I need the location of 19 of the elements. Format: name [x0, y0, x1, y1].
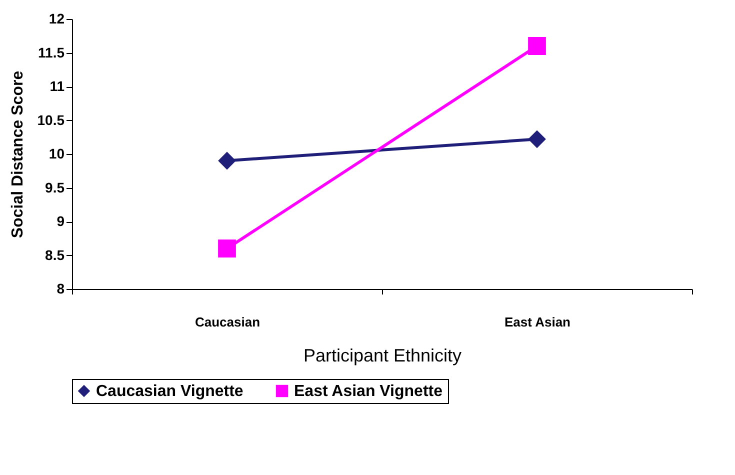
- x-axis-title: Participant Ethnicity: [303, 346, 462, 366]
- y-tick-label: 10.5: [37, 112, 65, 128]
- point: [218, 240, 236, 258]
- y-tick-label: 10: [48, 146, 65, 162]
- x-tick-label: Caucasian: [194, 314, 260, 330]
- y-tick-label: 8.5: [45, 246, 65, 263]
- y-tick-label: 11: [50, 78, 65, 94]
- y-axis-title: Social Distance Score: [9, 70, 26, 238]
- y-tick-label: 9: [56, 213, 65, 229]
- y-tick-label: 9.5: [45, 179, 65, 196]
- legend-label: Caucasian Vignette: [96, 383, 244, 400]
- y-tick-label: 11.5: [38, 44, 65, 60]
- point: [528, 37, 546, 55]
- y-tick-label: 8: [56, 280, 65, 296]
- y-tick-label: 12: [48, 10, 65, 26]
- point: [528, 130, 546, 148]
- x-tick-label: East Asian: [504, 314, 571, 330]
- legend-label: East Asian Vignette: [294, 383, 443, 400]
- point: [218, 152, 236, 170]
